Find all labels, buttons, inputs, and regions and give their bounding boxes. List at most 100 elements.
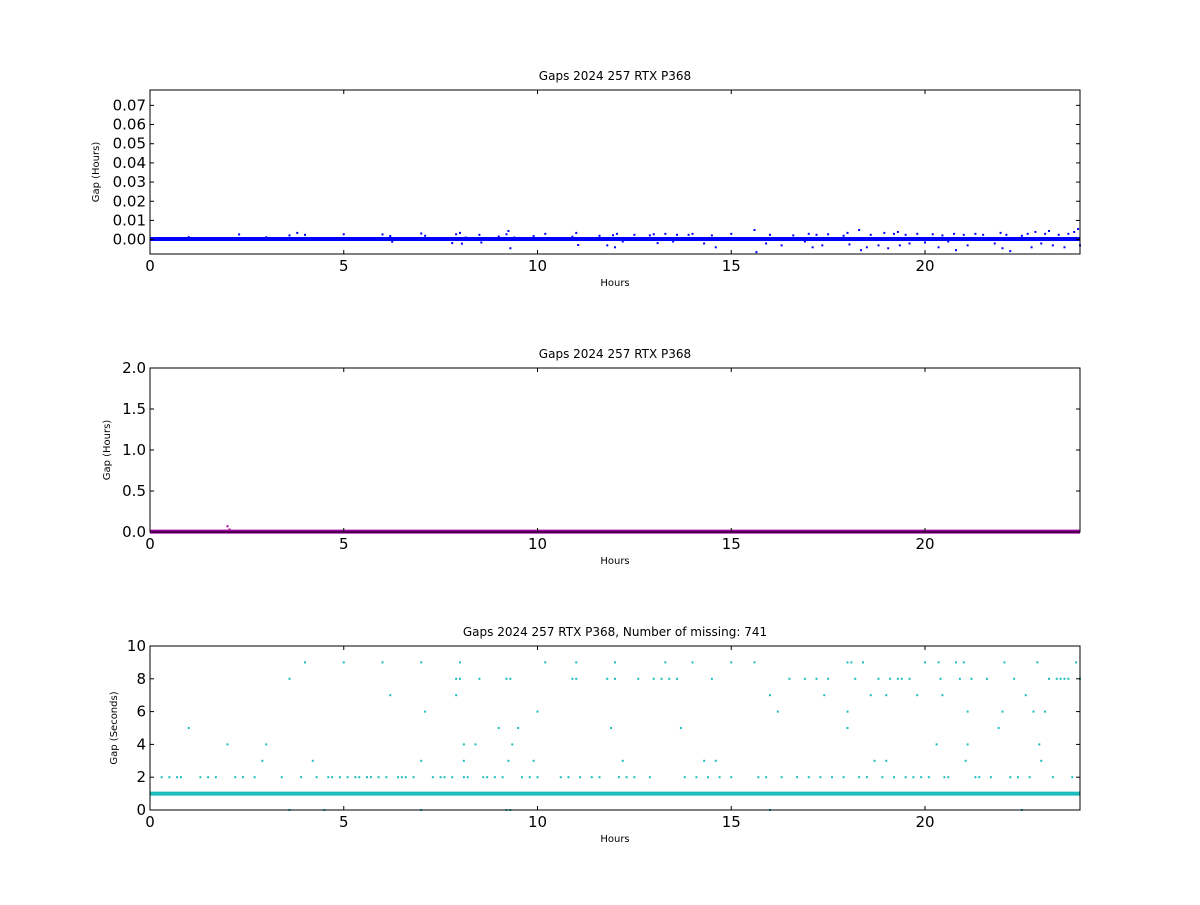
data-point — [710, 234, 713, 237]
data-point — [848, 243, 851, 246]
data-point — [807, 232, 810, 235]
data-point — [676, 677, 678, 680]
y-tick-label: 2 — [136, 768, 146, 786]
data-point — [606, 244, 609, 247]
data-point — [614, 246, 616, 249]
data-point — [989, 776, 992, 779]
data-point — [757, 776, 760, 779]
y-tick-label: 0.5 — [122, 482, 146, 500]
data-point — [780, 244, 783, 247]
data-point — [958, 677, 961, 680]
data-point — [327, 776, 330, 779]
data-point — [511, 743, 514, 746]
data-point — [707, 776, 709, 779]
data-point — [687, 233, 690, 236]
data-point — [381, 661, 384, 664]
data-point — [815, 677, 818, 680]
data-point — [776, 710, 779, 713]
data-point — [900, 677, 903, 680]
data-point — [389, 694, 392, 697]
data-point — [993, 242, 996, 245]
x-tick-label: 0 — [145, 813, 155, 831]
data-point — [908, 242, 911, 245]
y-tick-label: 8 — [136, 670, 146, 688]
data-point — [660, 677, 663, 680]
data-point — [480, 241, 483, 244]
data-point — [509, 247, 512, 250]
data-point — [1024, 694, 1027, 697]
data-point — [459, 231, 461, 234]
data-point — [455, 233, 458, 236]
data-point — [858, 229, 861, 232]
data-point — [253, 776, 256, 779]
data-point — [1048, 229, 1050, 232]
data-point — [304, 661, 306, 664]
data-point — [598, 776, 601, 779]
y-tick-label: 0.05 — [113, 135, 146, 153]
data-point — [664, 661, 667, 664]
data-point — [160, 776, 163, 779]
data-point — [187, 727, 190, 729]
data-point — [1017, 776, 1019, 779]
data-point — [999, 231, 1002, 234]
data-point — [831, 776, 833, 779]
data-point — [633, 233, 636, 236]
data-point — [869, 233, 872, 236]
data-point — [1030, 246, 1033, 249]
data-point — [369, 776, 372, 779]
data-point — [904, 233, 907, 236]
data-point — [846, 727, 849, 729]
data-point — [986, 677, 988, 680]
x-tick-label: 5 — [339, 813, 349, 831]
data-point — [389, 234, 392, 237]
y-tick-label: 0.02 — [113, 192, 146, 210]
x-tick-label: 15 — [722, 257, 741, 275]
data-point — [614, 677, 616, 680]
chart-title: Gaps 2024 257 RTX P368, Number of missin… — [463, 625, 767, 639]
data-point — [755, 251, 758, 254]
data-point — [176, 776, 179, 779]
data-point — [614, 661, 616, 664]
data-point — [881, 776, 884, 779]
data-point — [451, 242, 454, 245]
data-point — [854, 677, 857, 680]
data-point — [1071, 776, 1074, 779]
data-point — [803, 240, 806, 243]
data-point — [288, 677, 291, 680]
data-point — [420, 759, 423, 762]
data-point — [916, 694, 919, 697]
data-point — [226, 743, 229, 746]
data-point — [300, 776, 303, 779]
data-point — [598, 234, 601, 237]
y-axis-ticks: 0.00 0.010.020.030.040.050.06 0.07 — [113, 96, 1080, 249]
data-point — [460, 242, 463, 245]
data-point — [916, 232, 919, 235]
data-point — [1067, 232, 1070, 235]
x-axis-ticks: 0 5 10 15 20 — [145, 646, 935, 831]
x-tick-label: 0 — [145, 535, 155, 553]
data-point — [532, 235, 535, 238]
y-axis-label: Gap (Hours) — [102, 420, 113, 481]
data-point — [931, 233, 934, 236]
data-point — [769, 694, 771, 697]
y-tick-label: 6 — [136, 703, 146, 721]
data-point — [234, 776, 237, 779]
data-point — [941, 694, 944, 697]
x-axis-label: Hours — [600, 278, 629, 289]
data-point — [288, 234, 291, 237]
data-point — [338, 776, 341, 779]
data-point — [342, 233, 345, 236]
data-point — [974, 776, 977, 779]
data-point — [889, 677, 892, 680]
data-point — [180, 776, 182, 779]
data-point — [877, 677, 880, 680]
data-point — [238, 233, 241, 236]
data-point — [633, 776, 636, 779]
data-point — [486, 776, 489, 779]
data-point — [544, 661, 547, 664]
data-point — [1040, 242, 1043, 245]
y-axis-ticks: 0.0 0.5 1.0 1.5 2.0 — [122, 359, 1080, 541]
data-point — [873, 759, 876, 762]
data-point — [478, 677, 481, 680]
